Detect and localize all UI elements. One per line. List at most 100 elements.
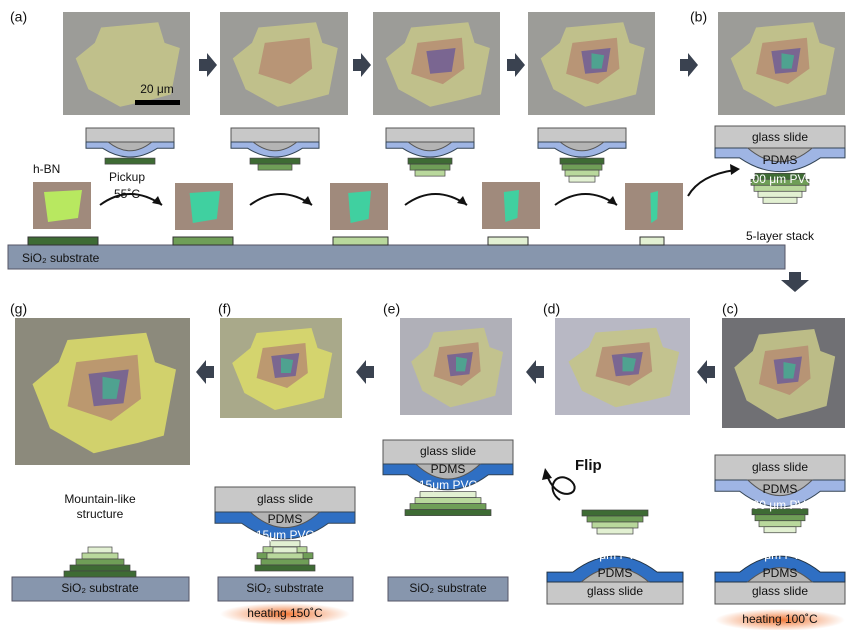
flip-label: Flip — [575, 457, 602, 474]
flake-layer — [281, 358, 294, 373]
hbn-layer — [754, 514, 806, 522]
glass-slide — [230, 127, 320, 143]
substrate-label: SiO₂ substrate — [246, 581, 324, 595]
pvc-label: 15μm PVC — [586, 548, 645, 562]
heating-label: heating 150˚C — [247, 606, 323, 620]
hbn-layer — [404, 509, 492, 516]
arrow — [356, 360, 374, 384]
hbn-layer — [568, 175, 596, 183]
hbn-layer — [266, 552, 304, 560]
panel-label: (c) — [722, 301, 738, 317]
flake — [650, 191, 658, 223]
hbn-layer — [763, 526, 797, 534]
hbn-layer — [581, 509, 649, 517]
hbn-layer — [419, 491, 477, 498]
pvc-label: 15μm PVC — [751, 548, 810, 562]
pdms-label: PDMS — [431, 462, 466, 476]
hbn-layer — [409, 163, 451, 171]
pvc-label: 15μm PVC — [256, 528, 315, 542]
panel-label: (a) — [10, 9, 27, 25]
hbn-layer — [753, 184, 807, 192]
arrowhead — [457, 196, 467, 205]
arrowhead — [542, 468, 552, 480]
flake-layer — [258, 37, 313, 85]
pickup-label: Pickup — [109, 170, 145, 184]
panel-label: (g) — [10, 301, 27, 317]
flip-arrow — [547, 476, 576, 501]
substrate-label: SiO₂ substrate — [22, 251, 100, 265]
hbn-layer — [559, 157, 605, 165]
arrow — [781, 272, 809, 292]
hbn-layer — [596, 527, 634, 535]
flake — [639, 236, 665, 246]
flake — [503, 190, 519, 222]
glass-label: glass slide — [257, 492, 313, 506]
hbn-layer — [104, 157, 156, 165]
hbn-layer — [762, 196, 798, 204]
panel-label: (d) — [543, 301, 560, 317]
glass-slide — [85, 127, 175, 143]
pdms — [406, 141, 454, 152]
flake — [348, 191, 371, 223]
flake-layer — [591, 53, 605, 69]
pdms-label: PDMS — [598, 566, 633, 580]
flake — [44, 190, 82, 222]
scale-bar — [135, 100, 180, 105]
glass-slide — [714, 454, 846, 481]
pdms — [106, 141, 154, 152]
arrowhead — [607, 196, 617, 205]
pdms — [251, 141, 299, 152]
hbn-layer — [591, 521, 639, 529]
glass-slide — [537, 127, 627, 143]
stack-caption: 5-layer stack — [746, 229, 815, 243]
flake-label: h-BN — [33, 162, 60, 176]
caption-line: structure — [77, 507, 124, 521]
flake-layer — [783, 362, 796, 379]
heating-glow — [220, 603, 350, 625]
arrow — [526, 360, 544, 384]
pdms — [558, 141, 606, 152]
flake-layer — [781, 53, 795, 69]
glass-label: glass slide — [752, 460, 808, 474]
arrowhead — [730, 164, 740, 175]
hbn-layer — [407, 157, 453, 165]
curved-arrow — [404, 193, 468, 206]
arrow — [697, 360, 715, 384]
pdms — [746, 567, 814, 583]
flake-layer — [102, 376, 120, 399]
hbn-layer — [257, 163, 293, 171]
hbn-layer — [586, 515, 644, 523]
glass-label: glass slide — [587, 584, 643, 598]
hbn-layer — [87, 546, 113, 554]
curved-arrow — [687, 169, 736, 197]
hbn-layer — [75, 558, 125, 566]
hbn-layer — [409, 503, 487, 510]
flake-layer — [456, 356, 468, 372]
hbn-layer — [414, 169, 446, 177]
glass-label: glass slide — [752, 130, 808, 144]
hbn-layer — [414, 497, 482, 504]
panel-label: (f) — [218, 301, 231, 317]
hbn-layer — [254, 564, 316, 572]
arrow — [353, 53, 371, 77]
pvc-label: 15μm PVC — [419, 478, 478, 492]
scale-bar-label: 20 μm — [140, 82, 174, 96]
pdms — [746, 479, 814, 497]
panel-label: (b) — [690, 9, 707, 25]
hbn-layer — [757, 190, 803, 198]
hbn-layer — [272, 546, 298, 554]
flake — [172, 236, 234, 246]
substrate — [7, 244, 786, 270]
arrowhead — [302, 196, 312, 205]
substrate — [11, 576, 190, 602]
flake-layer — [426, 48, 456, 74]
substrate — [387, 576, 509, 602]
arrow — [680, 53, 698, 77]
pdms — [579, 567, 651, 583]
panel-label: (e) — [383, 301, 400, 317]
hbn-layer — [561, 163, 603, 171]
pdms-label: PDMS — [268, 512, 303, 526]
hbn-layer — [564, 169, 600, 177]
flake — [75, 22, 180, 107]
